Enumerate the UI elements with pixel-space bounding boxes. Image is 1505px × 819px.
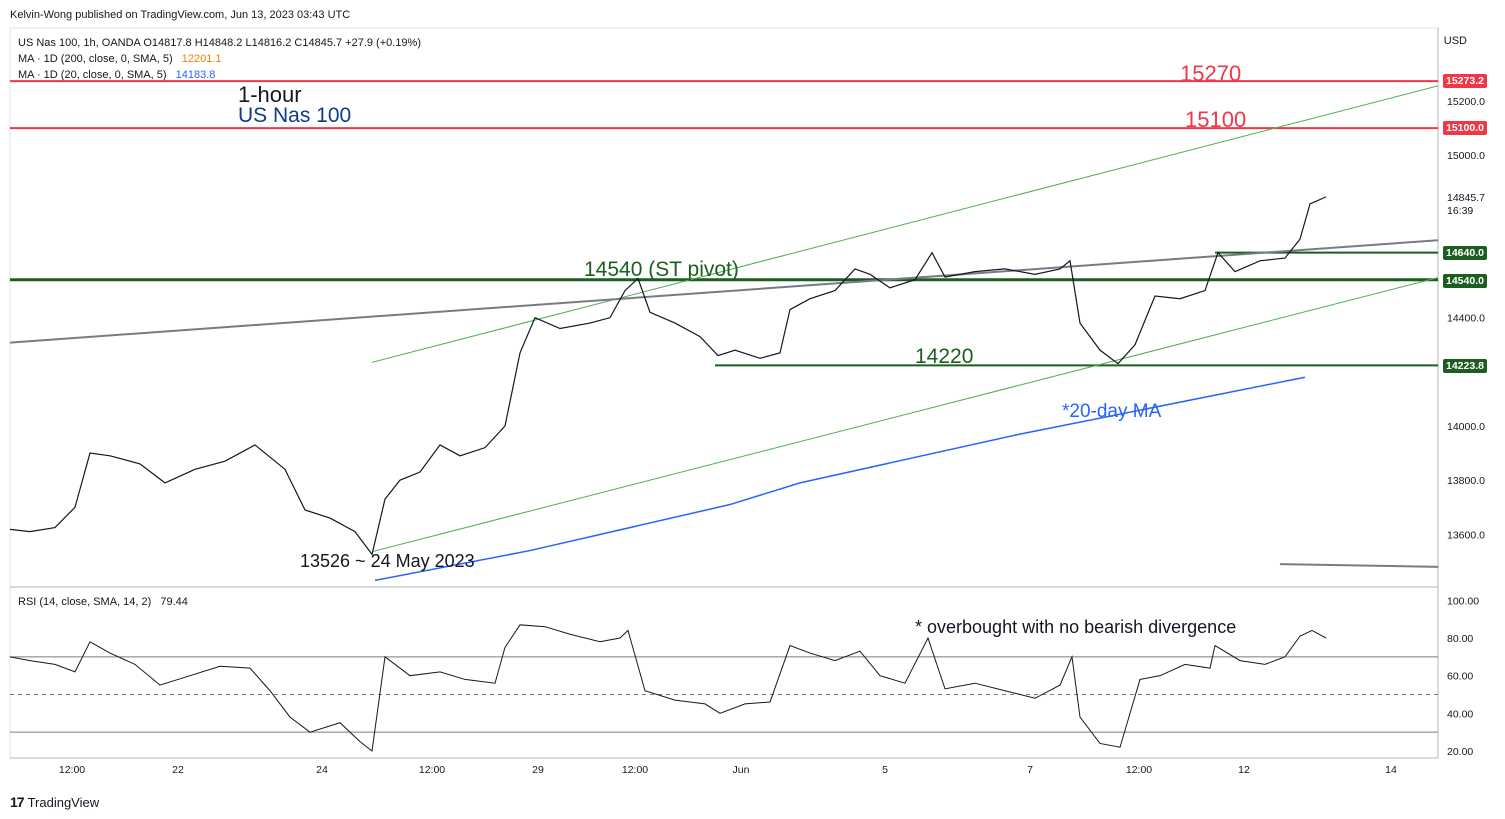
price-tick-3: 14000.0 bbox=[1447, 421, 1485, 433]
rsi-series-line[interactable] bbox=[0, 624, 1327, 752]
timeframe-label[interactable]: 1-hour bbox=[238, 82, 302, 107]
rsi-tick-2: 60.00 bbox=[1447, 671, 1473, 683]
rsi-tick-3: 40.00 bbox=[1447, 708, 1473, 720]
price-tick-0: 15200.0 bbox=[1447, 96, 1485, 108]
time-tick-11: 14 bbox=[1385, 764, 1397, 776]
rsi-pane[interactable] bbox=[0, 624, 1438, 752]
time-tick-0: 12:00 bbox=[59, 764, 85, 776]
price-tick-2: 14400.0 bbox=[1447, 313, 1485, 325]
channel-lower-line[interactable] bbox=[371, 277, 1438, 553]
badge-15100: 15100.0 bbox=[1443, 121, 1487, 135]
price-tick-5: 13600.0 bbox=[1447, 529, 1485, 541]
badge-15273: 15273.2 bbox=[1443, 74, 1487, 88]
instrument-label[interactable]: US Nas 100 bbox=[238, 104, 352, 127]
pivot-label[interactable]: 14540 (ST pivot) bbox=[584, 258, 739, 281]
publisher-info: Kelvin-Wong published on TradingView.com… bbox=[10, 9, 351, 21]
trendline-gray-lower[interactable] bbox=[1279, 563, 1438, 568]
time-tick-6: Jun bbox=[733, 764, 750, 776]
legend-ma200-value: 12201.1 bbox=[181, 53, 222, 65]
tradingview-logo-text: TradingView bbox=[27, 794, 100, 810]
price-tick-4: 13800.0 bbox=[1447, 475, 1485, 487]
legend-rsi-label: RSI (14, close, SMA, 14, 2) bbox=[18, 596, 152, 608]
currency-label: USD bbox=[1443, 35, 1467, 47]
badge-14640: 14640.0 bbox=[1443, 246, 1487, 260]
time-tick-5: 12:00 bbox=[622, 764, 648, 776]
time-tick-4: 29 bbox=[532, 764, 544, 776]
bar-countdown: 16:39 bbox=[1447, 205, 1474, 217]
time-tick-10: 12 bbox=[1238, 764, 1250, 776]
trendline-gray[interactable] bbox=[10, 239, 1438, 344]
legend-symbol-text: US Nas 100, 1h, OANDA O14817.8 H14848.2 … bbox=[18, 37, 421, 49]
legend-rsi-value: 79.44 bbox=[160, 596, 188, 608]
price-series-line[interactable] bbox=[0, 196, 1327, 567]
rsi-tick-4: 20.00 bbox=[1447, 746, 1473, 758]
badge-14223: 14223.8 bbox=[1443, 359, 1487, 373]
time-tick-3: 12:00 bbox=[419, 764, 445, 776]
time-tick-8: 7 bbox=[1027, 764, 1033, 776]
support-14220-label[interactable]: 14220 bbox=[915, 345, 974, 368]
legend-ma20[interactable]: MA · 1D (20, close, 0, SMA, 5) 14183.8 bbox=[18, 69, 215, 81]
resistance-15100-label[interactable]: 15100 bbox=[1185, 107, 1247, 132]
legend-ma20-value: 14183.8 bbox=[175, 69, 216, 81]
tradingview-logo[interactable]: 17 TradingView bbox=[10, 794, 99, 810]
rsi-tick-1: 80.00 bbox=[1447, 633, 1473, 645]
legend-rsi[interactable]: RSI (14, close, SMA, 14, 2) 79.44 bbox=[18, 596, 188, 608]
time-tick-9: 12:00 bbox=[1126, 764, 1152, 776]
last-price-label: 14845.7 bbox=[1447, 192, 1485, 204]
resistance-15270-label[interactable]: 15270 bbox=[1180, 61, 1242, 86]
rsi-note[interactable]: * overbought with no bearish divergence bbox=[915, 617, 1237, 637]
legend-ma200-label: MA · 1D (200, close, 0, SMA, 5) bbox=[18, 53, 173, 65]
rsi-tick-0: 100.00 bbox=[1447, 595, 1479, 607]
time-tick-2: 24 bbox=[316, 764, 328, 776]
swing-low-label[interactable]: 13526 ~ 24 May 2023 bbox=[300, 551, 475, 571]
legend-ma200[interactable]: MA · 1D (200, close, 0, SMA, 5) 12201.1 bbox=[18, 53, 222, 65]
badge-14540: 14540.0 bbox=[1443, 274, 1487, 288]
tradingview-logo-icon: 17 bbox=[10, 794, 25, 810]
ma20-line[interactable] bbox=[374, 376, 1306, 582]
ma20-note[interactable]: *20-day MA bbox=[1062, 401, 1162, 422]
time-tick-7: 5 bbox=[882, 764, 888, 776]
price-tick-1: 15000.0 bbox=[1447, 150, 1485, 162]
legend-ma20-label: MA · 1D (20, close, 0, SMA, 5) bbox=[18, 69, 167, 81]
channel-upper-line[interactable] bbox=[371, 85, 1438, 363]
axis-layer: 15200.0 15000.0 14400.0 14000.0 13800.0 13600… bbox=[59, 96, 1485, 776]
main-pane[interactable] bbox=[0, 80, 1438, 582]
legend-symbol[interactable]: US Nas 100, 1h, OANDA O14817.8 H14848.2 … bbox=[18, 37, 421, 49]
time-tick-1: 22 bbox=[172, 764, 184, 776]
